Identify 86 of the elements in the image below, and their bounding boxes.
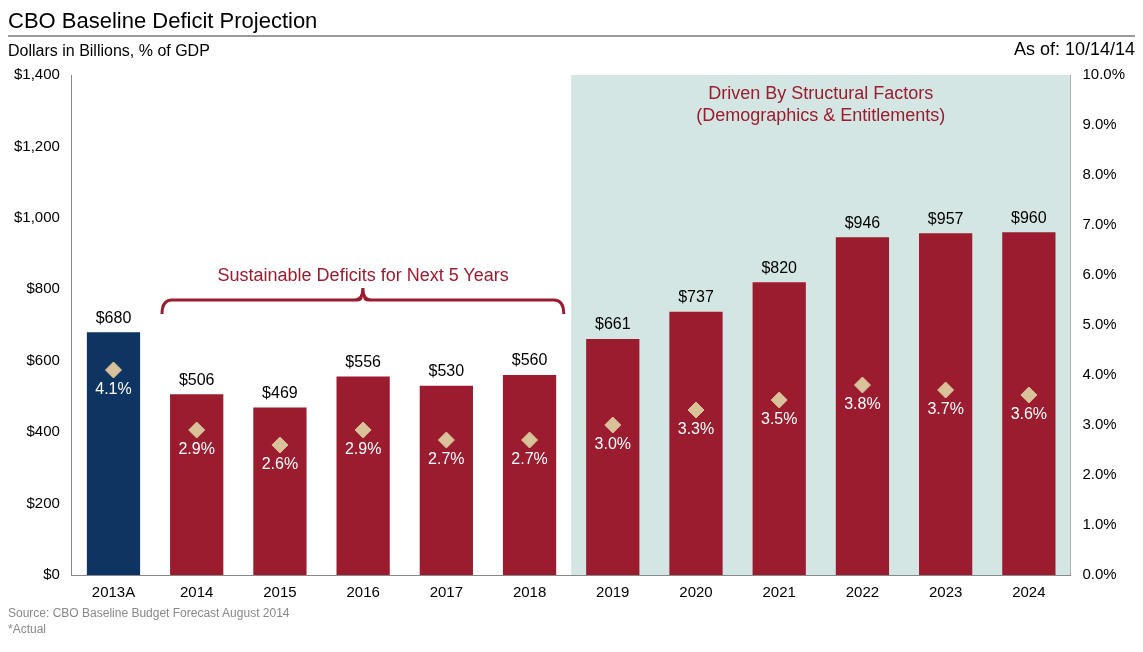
- bar: [170, 394, 224, 575]
- point: [937, 381, 955, 399]
- y2-tick-label: 0.0%: [1082, 565, 1117, 583]
- point: [521, 431, 539, 449]
- y2-tick-label: 1.0%: [1082, 515, 1117, 533]
- text: *Actual: [8, 621, 48, 637]
- data-label: 3.3%: [677, 420, 715, 438]
- y2-tick-label: 9.0%: [1082, 115, 1117, 133]
- y2-tick-label: 2.0%: [1082, 465, 1117, 483]
- text: As of: 10/14/14: [1013, 39, 1135, 60]
- point: [770, 391, 788, 409]
- data-label: $530: [428, 362, 465, 380]
- point: [1020, 386, 1038, 404]
- data-label: 2.7%: [428, 450, 465, 468]
- bar: [752, 282, 806, 575]
- y-tick-label: $600: [26, 350, 60, 368]
- source-note: Source: CBO Baseline Budget Forecast August 2014: [8, 605, 291, 621]
- bar: [919, 233, 973, 575]
- x-tick-label: 2024: [1012, 583, 1046, 601]
- data-label: 3.6%: [1010, 405, 1048, 423]
- y-tick-label: $1,000: [13, 208, 60, 225]
- point: [104, 361, 122, 379]
- y2-tick-label: 4.0%: [1082, 365, 1117, 383]
- point: [687, 401, 705, 419]
- y-tick-label: $800: [26, 279, 60, 297]
- chart-title: CBO Baseline Deficit Projection: [8, 8, 1135, 37]
- y2-tick-label: 7.0%: [1082, 215, 1117, 233]
- bar: [86, 332, 141, 575]
- data-label: $960: [1011, 208, 1047, 226]
- annotation: Sustainable Deficits for Next 5 Years: [216, 265, 510, 286]
- data-label: 3.7%: [927, 400, 964, 418]
- x-tick-label: 2019: [596, 583, 630, 601]
- y-tick-label: $1,400: [13, 65, 60, 83]
- data-label: $946: [844, 213, 881, 231]
- data-label: $820: [761, 258, 798, 276]
- y-tick-label: $200: [26, 493, 60, 511]
- y-tick-label: $0: [43, 565, 60, 583]
- y2-tick-label: 10.0%: [1082, 65, 1126, 83]
- bar: [835, 237, 890, 575]
- data-label: $506: [178, 370, 215, 388]
- data-label: $957: [927, 209, 964, 227]
- x-tick-label: 2018: [512, 583, 547, 601]
- bar: [253, 407, 307, 575]
- x-tick-label: 2020: [679, 583, 713, 601]
- point: [354, 421, 372, 439]
- x-tick-label: 2014: [180, 583, 214, 601]
- x-tick-label: 2016: [346, 583, 380, 601]
- chart-subtitle: Dollars in Billions, % of GDP: [8, 42, 210, 60]
- x-tick-label: 2017: [429, 583, 464, 601]
- point: [188, 421, 206, 439]
- band-label: Driven By Structural Factors (Demographics & Entitlements): [696, 82, 946, 125]
- bar: [336, 376, 390, 575]
- bar: [586, 338, 640, 575]
- data-label: 4.1%: [95, 380, 132, 398]
- data-label: 3.5%: [760, 410, 798, 428]
- bar: [419, 385, 473, 575]
- point: [271, 436, 289, 454]
- y2-tick-label: 3.0%: [1082, 415, 1117, 433]
- y2-tick-label: 6.0%: [1082, 265, 1117, 283]
- data-label: $661: [594, 315, 631, 333]
- bar: [502, 375, 557, 575]
- bar: [1002, 232, 1056, 575]
- data-label: 2.9%: [178, 440, 215, 458]
- data-label: $469: [262, 383, 298, 401]
- data-label: 2.7%: [511, 450, 548, 468]
- y2-tick-label: 5.0%: [1082, 315, 1117, 333]
- y2-tick-label: 8.0%: [1082, 165, 1117, 183]
- point: [437, 431, 455, 449]
- x-tick-label: 2021: [762, 583, 796, 601]
- x-tick-label: 2022: [845, 583, 880, 601]
- point: [604, 416, 622, 434]
- point: [853, 376, 871, 394]
- data-label: $680: [95, 308, 132, 326]
- bar: [669, 311, 723, 575]
- x-tick-label: 2023: [928, 583, 963, 601]
- data-label: $560: [511, 351, 548, 369]
- data-label: $737: [678, 288, 714, 306]
- y-tick-label: $400: [26, 422, 60, 440]
- x-tick-label: 2013A: [91, 583, 136, 601]
- x-tick-label: 2015: [263, 583, 297, 601]
- data-label: 2.9%: [344, 440, 382, 458]
- data-label: 3.8%: [844, 395, 881, 413]
- data-label: 2.6%: [261, 455, 299, 473]
- y-tick-label: $1,200: [13, 136, 60, 154]
- data-label: 3.0%: [594, 435, 632, 453]
- data-label: $556: [345, 352, 382, 370]
